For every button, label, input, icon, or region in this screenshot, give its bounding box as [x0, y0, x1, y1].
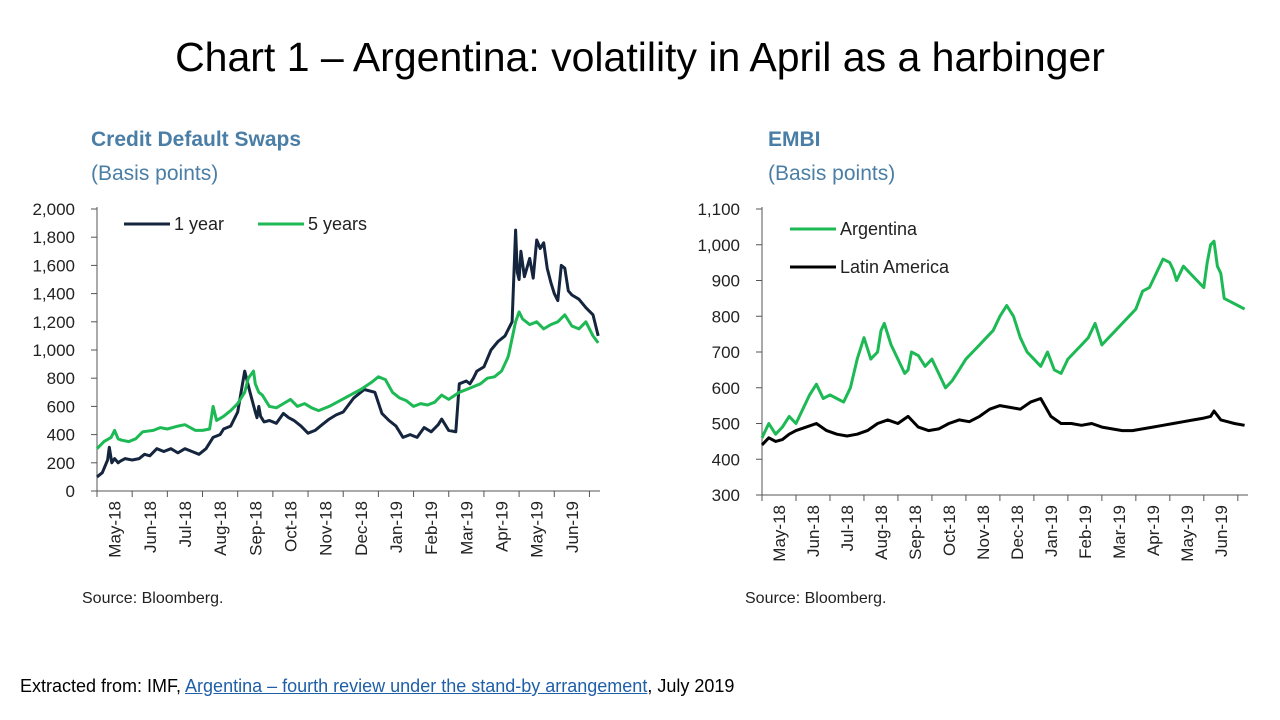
cds-source-note: Source: Bloomberg. [82, 590, 224, 607]
footer-prefix: Extracted from: IMF, [20, 676, 186, 696]
embi-x-tick-label: Sep-18 [906, 505, 925, 560]
cds-series-1-year [96, 228, 600, 479]
cds-x-tick-label: Dec-18 [352, 501, 371, 556]
cds-y-tick-label: 200 [47, 454, 75, 473]
embi-legend-label-latin-america: Latin America [840, 257, 950, 277]
cds-x-tick-label: May-18 [106, 501, 125, 558]
cds-y-tick-label: 1,200 [32, 313, 75, 332]
cds-x-tick-label: Nov-18 [317, 501, 336, 556]
embi-x-tick-label: Jul-18 [838, 505, 857, 551]
embi-x-tick-label: Oct-18 [940, 505, 959, 556]
embi-series-argentina [760, 239, 1246, 439]
embi-x-tick-label: Nov-18 [974, 505, 993, 560]
embi-x-tick-label: May-18 [770, 505, 789, 562]
cds-x-tick-label: Oct-18 [281, 501, 300, 552]
embi-x-tick-label: Jun-19 [1212, 505, 1231, 557]
cds-x-tick-label: Apr-19 [493, 501, 512, 552]
cds-y-tick-label: 800 [47, 369, 75, 388]
embi-x-tick-label: Mar-19 [1110, 505, 1129, 559]
embi-source-note: Source: Bloomberg. [745, 590, 887, 607]
embi-y-tick-label: 800 [712, 307, 740, 326]
embi-y-tick-label: 1,000 [697, 236, 740, 255]
embi-x-tick-label: Aug-18 [872, 505, 891, 560]
cds-x-tick-label: Jan-19 [387, 501, 406, 553]
embi-x-tick-label: May-19 [1178, 505, 1197, 562]
cds-x-tick-label: Jun-18 [141, 501, 160, 553]
embi-chart-subtitle: (Basis points) [768, 162, 896, 185]
cds-y-tick-label: 1,600 [32, 256, 75, 275]
cds-y-tick-label: 600 [47, 397, 75, 416]
embi-y-tick-label: 400 [712, 450, 740, 469]
footer-source-link[interactable]: Argentina – fourth review under the stan… [185, 676, 648, 696]
cds-y-tick-label: 1,800 [32, 228, 75, 247]
embi-x-tick-label: Dec-18 [1008, 505, 1027, 560]
cds-x-tick-label: May-19 [528, 501, 547, 558]
cds-chart-subtitle: (Basis points) [91, 162, 219, 185]
cds-x-tick-label: Jul-18 [176, 501, 195, 547]
embi-y-tick-label: 300 [712, 486, 740, 505]
embi-x-tick-label: Apr-19 [1144, 505, 1163, 556]
cds-legend-label-1-year: 1 year [174, 214, 224, 234]
cds-x-tick-label: Aug-18 [211, 501, 230, 556]
embi-y-tick-label: 1,100 [697, 200, 740, 219]
cds-x-tick-label: Mar-19 [457, 501, 476, 555]
cds-y-tick-label: 1,000 [32, 341, 75, 360]
cds-y-tick-label: 0 [66, 482, 75, 501]
cds-chart-title: Credit Default Swaps [91, 128, 302, 151]
embi-y-tick-label: 600 [712, 379, 740, 398]
embi-x-tick-label: Feb-19 [1076, 505, 1095, 559]
embi-chart-title: EMBI [768, 128, 821, 151]
cds-x-tick-label: Sep-18 [246, 501, 265, 556]
cds-x-tick-label: Jun-19 [563, 501, 582, 553]
cds-x-tick-label: Feb-19 [422, 501, 441, 555]
cds-series-5-years [95, 310, 600, 450]
embi-y-tick-label: 500 [712, 415, 740, 434]
page-title: Chart 1 – Argentina: volatility in April… [175, 34, 1105, 80]
cds-y-tick-label: 400 [47, 426, 75, 445]
embi-x-tick-label: Jun-18 [804, 505, 823, 557]
footer-suffix: , July 2019 [647, 676, 735, 696]
embi-y-tick-label: 700 [712, 343, 740, 362]
cds-y-tick-label: 2,000 [32, 200, 75, 219]
footer-citation: Extracted from: IMF, Argentina – fourth … [20, 676, 734, 697]
cds-y-tick-label: 1,400 [32, 285, 75, 304]
embi-series-latin-america [760, 397, 1245, 446]
embi-y-tick-label: 900 [712, 272, 740, 291]
cds-legend-label-5-years: 5 years [308, 214, 367, 234]
embi-x-tick-label: Jan-19 [1042, 505, 1061, 557]
embi-legend-label-argentina: Argentina [840, 219, 918, 239]
